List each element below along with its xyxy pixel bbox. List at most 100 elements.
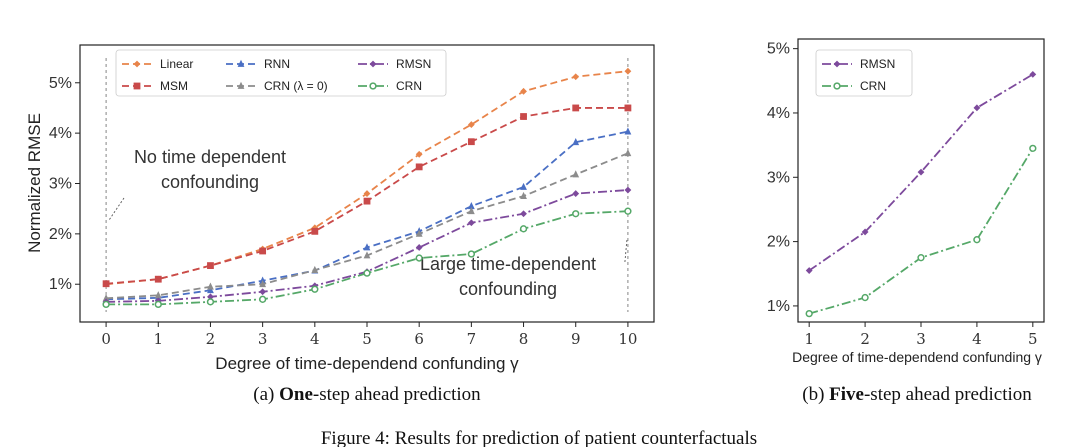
panel-a-ylabel: Normalized RMSE [25, 113, 44, 253]
data-point [624, 149, 632, 157]
data-point [154, 275, 162, 283]
legend-entry: RMSN [822, 57, 895, 71]
data-point [572, 190, 580, 197]
panel-b-xlabel: Degree of time-dependend confunding γ [792, 349, 1042, 365]
data-point [259, 280, 267, 288]
x-tick-label: 2 [860, 330, 870, 348]
y-tick-label: 5% [49, 75, 72, 92]
annotation-no-confounding-line1: No time dependent [134, 147, 286, 167]
legend-label: RMSN [396, 57, 431, 71]
data-point [415, 163, 423, 171]
x-tick-label: 8 [519, 330, 529, 348]
y-tick-label: 2% [767, 234, 790, 251]
data-point [520, 113, 527, 120]
data-point [624, 67, 632, 75]
x-tick-label: 1 [804, 330, 814, 348]
data-point [861, 228, 869, 236]
data-point [467, 219, 475, 227]
legend-entry: CRN [822, 79, 886, 93]
annotation-large-confounding-line2: confounding [459, 279, 557, 299]
data-point [917, 168, 925, 176]
panel-a-caption-rest: -step ahead prediction [313, 384, 481, 405]
x-tick-label: 7 [467, 330, 477, 348]
legend-marker [237, 59, 245, 67]
legend-entry: MSM [122, 79, 188, 93]
legend-label: MSM [160, 79, 188, 93]
panel-a-chart: 1% 2% 3% 4% 5% 0 1 2 3 4 5 6 7 8 9 10 No time dependen… [25, 44, 655, 405]
data-point [805, 309, 813, 318]
data-point [415, 150, 423, 158]
legend-entry: RNN [226, 57, 290, 71]
panel-b-caption-prefix: (b) [802, 384, 829, 405]
x-tick-label: 3 [258, 330, 268, 348]
y-tick-label: 3% [49, 176, 72, 193]
legend-box [115, 49, 447, 97]
data-point [467, 207, 475, 215]
panel-a-caption-prefix: (a) [253, 384, 279, 405]
data-point [572, 170, 580, 178]
data-point [624, 207, 632, 215]
panel-b-caption: (b) Five-step ahead prediction [802, 384, 1032, 405]
data-point [363, 269, 371, 277]
legend-label: CRN [396, 79, 422, 93]
data-point [102, 280, 110, 288]
data-point [572, 73, 580, 81]
data-point [520, 182, 527, 190]
legend-label: Linear [160, 57, 193, 71]
data-point [102, 300, 110, 309]
figure-caption: Figure 4: Results for prediction of pati… [321, 428, 757, 447]
legend-marker [833, 82, 841, 90]
y-tick-label: 3% [767, 169, 790, 186]
data-point [207, 293, 214, 301]
panel-b-caption-bold: Five [829, 384, 864, 405]
series-line [106, 210, 628, 306]
y-tick-label: 2% [49, 226, 72, 243]
data-point [973, 236, 981, 244]
legend-marker [237, 81, 245, 89]
legend-entry: Linear [122, 57, 193, 71]
legend-marker [133, 82, 141, 90]
data-point [572, 210, 580, 218]
panel-b-chart: 1% 2% 3% 4% 5% 1 2 3 4 5 RMSN CRN Degree of time-… [767, 38, 1045, 405]
y-tick-label: 4% [767, 105, 790, 122]
data-point [102, 294, 110, 302]
data-point [311, 265, 319, 274]
x-tick-label: 5 [1028, 330, 1038, 348]
data-point [520, 191, 527, 199]
legend-label: CRN [860, 79, 886, 93]
x-tick-label: 4 [972, 330, 982, 348]
data-point [311, 227, 319, 235]
data-point [311, 285, 319, 293]
annotation-arrow-left [108, 197, 125, 221]
legend-marker [833, 60, 841, 68]
data-point [311, 224, 319, 232]
y-tick-label: 4% [49, 125, 72, 142]
data-point [363, 243, 371, 251]
legend-entry: CRN [358, 79, 422, 93]
y-tick-label: 5% [767, 41, 790, 58]
data-point [207, 282, 214, 290]
x-tick-label: 3 [916, 330, 926, 348]
data-point [207, 262, 214, 269]
data-point [520, 210, 527, 218]
annotation-no-confounding-line2: confounding [161, 172, 259, 192]
data-point [624, 104, 632, 112]
data-point [415, 244, 423, 251]
data-point [1029, 144, 1037, 152]
legend-marker [133, 60, 141, 68]
data-point [259, 247, 267, 255]
legend-label: CRN (λ = 0) [264, 79, 328, 93]
legend-label: RNN [264, 57, 290, 71]
x-tick-label: 10 [618, 330, 637, 348]
x-tick-label: 6 [414, 330, 424, 348]
x-tick-label: 4 [310, 330, 320, 348]
data-point [467, 121, 475, 128]
data-point [363, 190, 371, 197]
data-point [154, 291, 162, 299]
data-point [363, 251, 371, 259]
panel-a-caption: (a) One-step ahead prediction [253, 384, 481, 405]
legend-marker [369, 60, 377, 68]
data-point [624, 127, 632, 135]
data-point [467, 201, 475, 210]
y-tick-label: 1% [49, 276, 72, 293]
